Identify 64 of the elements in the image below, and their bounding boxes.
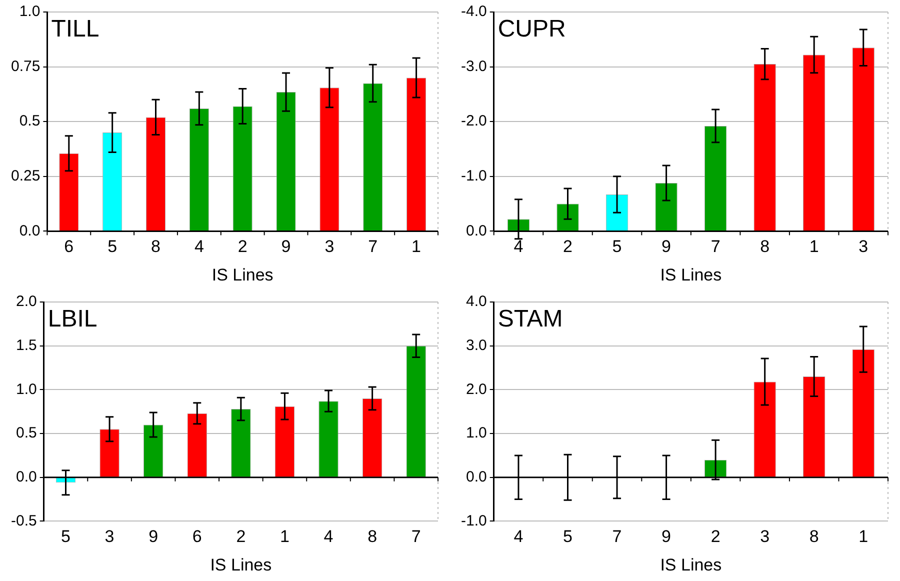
x-axis-title: IS Lines — [660, 555, 722, 574]
x-tick-label: 7 — [612, 527, 622, 546]
x-tick-label: 9 — [281, 237, 291, 256]
x-tick-label: 1 — [280, 527, 290, 546]
x-tick-label: 3 — [760, 527, 770, 546]
x-tick-label: 8 — [809, 527, 819, 546]
y-tick-label: 1.0 — [466, 424, 487, 442]
x-tick-label: 4 — [194, 237, 204, 256]
y-tick-label: 0.0 — [19, 222, 40, 240]
x-tick-label: 1 — [858, 527, 868, 546]
chart-title: TILL — [51, 16, 100, 43]
y-tick-label: -4.0 — [460, 3, 487, 20]
x-axis-title: IS Lines — [210, 555, 272, 574]
x-tick-label: 5 — [612, 237, 622, 256]
x-tick-label: 1 — [412, 237, 422, 256]
x-axis-title: IS Lines — [212, 265, 274, 284]
y-tick-label: 0.5 — [16, 424, 37, 442]
y-tick-label: -2.0 — [460, 112, 487, 130]
x-tick-label: 2 — [563, 237, 572, 256]
y-tick-label: 2.0 — [16, 293, 37, 310]
y-tick-label: -1.0 — [460, 512, 487, 530]
x-tick-label: 7 — [710, 237, 720, 256]
x-tick-label: 2 — [236, 527, 246, 546]
x-tick-label: 5 — [108, 237, 118, 256]
y-tick-label: 0.5 — [19, 112, 40, 130]
y-tick-label: -3.0 — [460, 58, 487, 75]
y-tick-label: -1.0 — [460, 168, 487, 185]
x-tick-label: 9 — [148, 527, 158, 546]
x-tick-label: 2 — [238, 237, 248, 256]
y-tick-label: 1.5 — [16, 336, 37, 354]
x-tick-label: 4 — [514, 527, 524, 546]
x-tick-label: 5 — [61, 527, 70, 546]
x-tick-label: 2 — [710, 527, 720, 546]
x-tick-label: 4 — [514, 237, 524, 256]
x-tick-label: 8 — [760, 237, 770, 256]
chart-title: STAM — [498, 306, 563, 333]
x-tick-label: 8 — [368, 527, 378, 546]
chart-title: CUPR — [498, 16, 566, 43]
y-tick-label: 0.25 — [10, 168, 40, 185]
x-tick-label: 8 — [151, 237, 160, 256]
x-tick-label: 1 — [809, 237, 819, 256]
y-tick-label: 3.0 — [466, 336, 487, 354]
x-tick-label: 6 — [64, 237, 74, 256]
x-tick-label: 5 — [563, 527, 572, 546]
y-tick-label: 0.0 — [16, 468, 37, 486]
x-tick-label: 3 — [324, 237, 334, 256]
y-tick-label: 0.75 — [10, 58, 40, 75]
y-tick-label: 0.0 — [466, 468, 487, 486]
x-tick-label: 7 — [411, 527, 421, 546]
x-tick-label: 9 — [662, 527, 672, 546]
x-axis-title: IS Lines — [660, 265, 722, 284]
x-tick-label: 7 — [368, 237, 378, 256]
chart-title: LBIL — [48, 306, 98, 333]
y-tick-label: 1.0 — [19, 3, 40, 20]
x-tick-label: 9 — [662, 237, 672, 256]
x-tick-label: 4 — [324, 527, 334, 546]
y-tick-label: 0.0 — [466, 222, 487, 240]
y-tick-label: -0.5 — [10, 512, 37, 530]
x-tick-label: 3 — [104, 527, 114, 546]
y-tick-label: 1.0 — [16, 380, 37, 398]
x-tick-label: 3 — [858, 237, 868, 256]
x-tick-label: 6 — [192, 527, 202, 546]
y-tick-label: 4.0 — [466, 293, 487, 310]
y-tick-label: 2.0 — [466, 380, 487, 398]
